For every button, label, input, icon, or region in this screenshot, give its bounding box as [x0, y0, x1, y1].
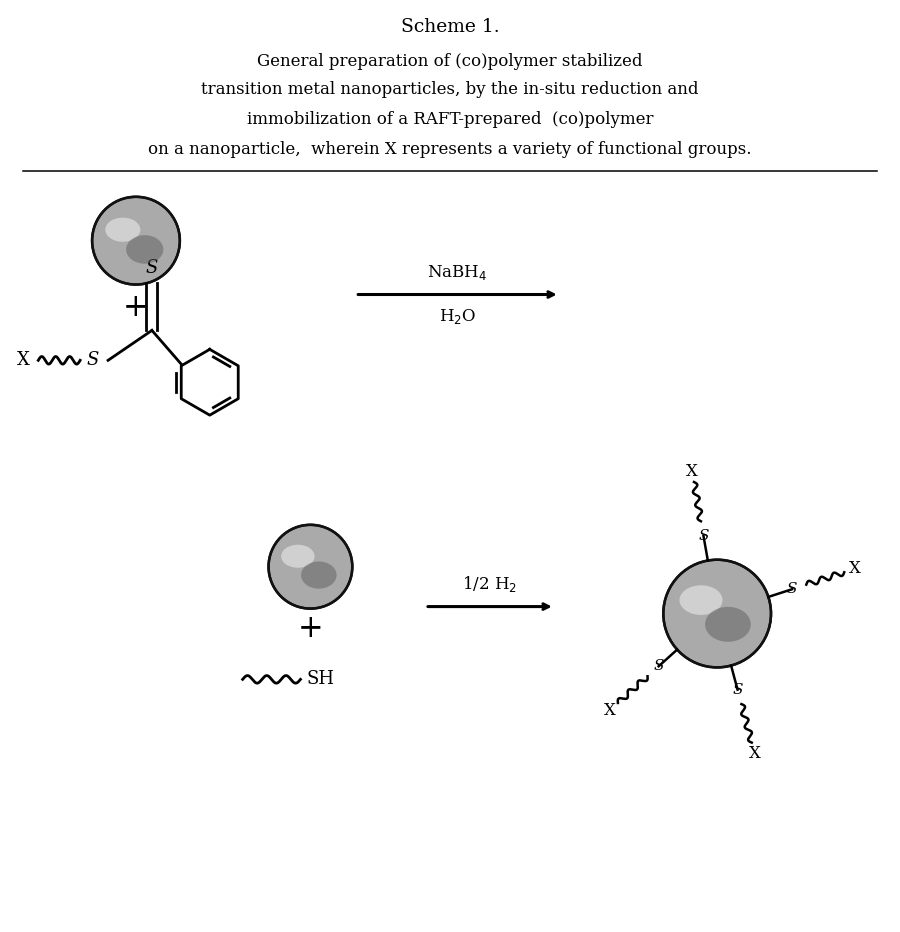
Text: H$_2$O: H$_2$O — [439, 308, 476, 326]
Text: on a nanoparticle,  wherein X represents a variety of functional groups.: on a nanoparticle, wherein X represents … — [148, 141, 751, 158]
Text: +: + — [123, 292, 148, 323]
Text: S: S — [146, 258, 158, 277]
Ellipse shape — [92, 197, 180, 284]
Text: 1/2 H$_2$: 1/2 H$_2$ — [463, 573, 518, 594]
Text: X: X — [604, 702, 616, 719]
Text: X: X — [749, 745, 760, 761]
Ellipse shape — [663, 560, 771, 667]
Text: Scheme 1.: Scheme 1. — [400, 19, 500, 36]
Text: S: S — [87, 351, 99, 369]
Ellipse shape — [705, 607, 751, 642]
Text: X: X — [17, 351, 30, 369]
Ellipse shape — [680, 585, 723, 615]
Text: X: X — [849, 560, 860, 578]
Text: S: S — [653, 659, 664, 673]
Ellipse shape — [268, 525, 352, 609]
Text: S: S — [733, 682, 742, 696]
Text: transition metal nanoparticles, by the in-situ reduction and: transition metal nanoparticles, by the i… — [202, 81, 698, 98]
Text: immobilization of a RAFT-prepared  (co)polymer: immobilization of a RAFT-prepared (co)po… — [247, 111, 653, 128]
Text: SH: SH — [306, 670, 335, 689]
Ellipse shape — [301, 561, 337, 589]
Text: S: S — [698, 529, 708, 543]
Ellipse shape — [126, 235, 164, 264]
Text: General preparation of (co)polymer stabilized: General preparation of (co)polymer stabi… — [257, 53, 643, 70]
Text: X: X — [686, 462, 698, 480]
Text: S: S — [787, 582, 797, 596]
Ellipse shape — [281, 544, 315, 568]
Text: NaBH$_4$: NaBH$_4$ — [428, 263, 488, 281]
Ellipse shape — [105, 218, 140, 241]
Text: +: + — [298, 613, 323, 644]
